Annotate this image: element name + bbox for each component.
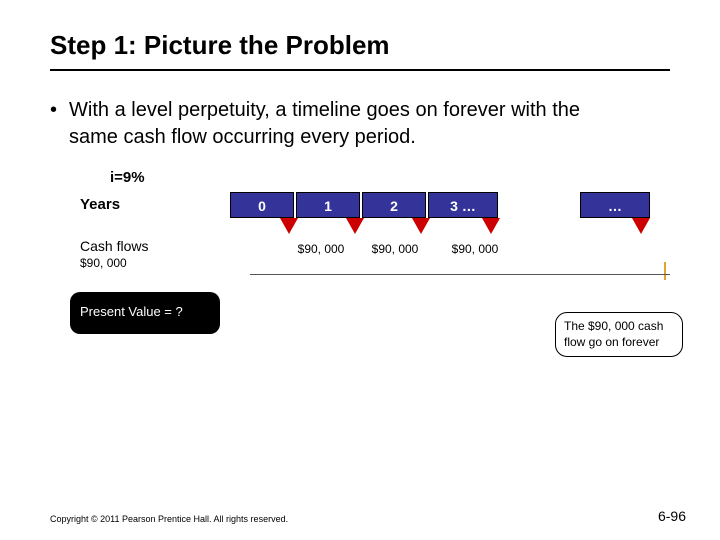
arrow-down-icon: [482, 218, 500, 234]
cashflow-value-2: $90, 000: [360, 242, 430, 256]
copyright-text: Copyright © 2011 Pearson Prentice Hall. …: [50, 514, 288, 524]
timeline-axis: [250, 274, 670, 275]
bullet-text: With a level perpetuity, a timeline goes…: [69, 97, 629, 151]
slide-title: Step 1: Picture the Problem: [50, 30, 680, 61]
present-value-box: Present Value = ?: [70, 292, 220, 334]
axis-tick: [664, 262, 666, 280]
title-underline: [50, 69, 670, 71]
bullet-row: • With a level perpetuity, a timeline go…: [50, 97, 680, 151]
interest-rate-label: i=9%: [110, 169, 680, 186]
cashflow-value-3: $90, 000: [440, 242, 510, 256]
cashflows-sublabel: $90, 000: [80, 256, 127, 270]
arrow-down-icon: [412, 218, 430, 234]
arrow-down-icon: [346, 218, 364, 234]
cashflows-label: Cash flows: [80, 238, 148, 254]
arrow-down-icon: [632, 218, 650, 234]
period-box-2: 2: [362, 192, 426, 218]
period-box-1: 1: [296, 192, 360, 218]
page-number: 6-96: [658, 508, 686, 524]
period-box-ellipsis: …: [580, 192, 650, 218]
period-box-0: 0: [230, 192, 294, 218]
arrow-down-icon: [280, 218, 298, 234]
bullet-marker: •: [50, 97, 57, 123]
timeline-diagram: Years 0 1 2 3 … … Cash flows $90, 000 $9…: [60, 192, 680, 392]
note-callout: The $90, 000 cash flow go on forever: [555, 312, 683, 357]
period-box-3: 3 …: [428, 192, 498, 218]
years-label: Years: [80, 196, 120, 213]
cashflow-value-1: $90, 000: [286, 242, 356, 256]
